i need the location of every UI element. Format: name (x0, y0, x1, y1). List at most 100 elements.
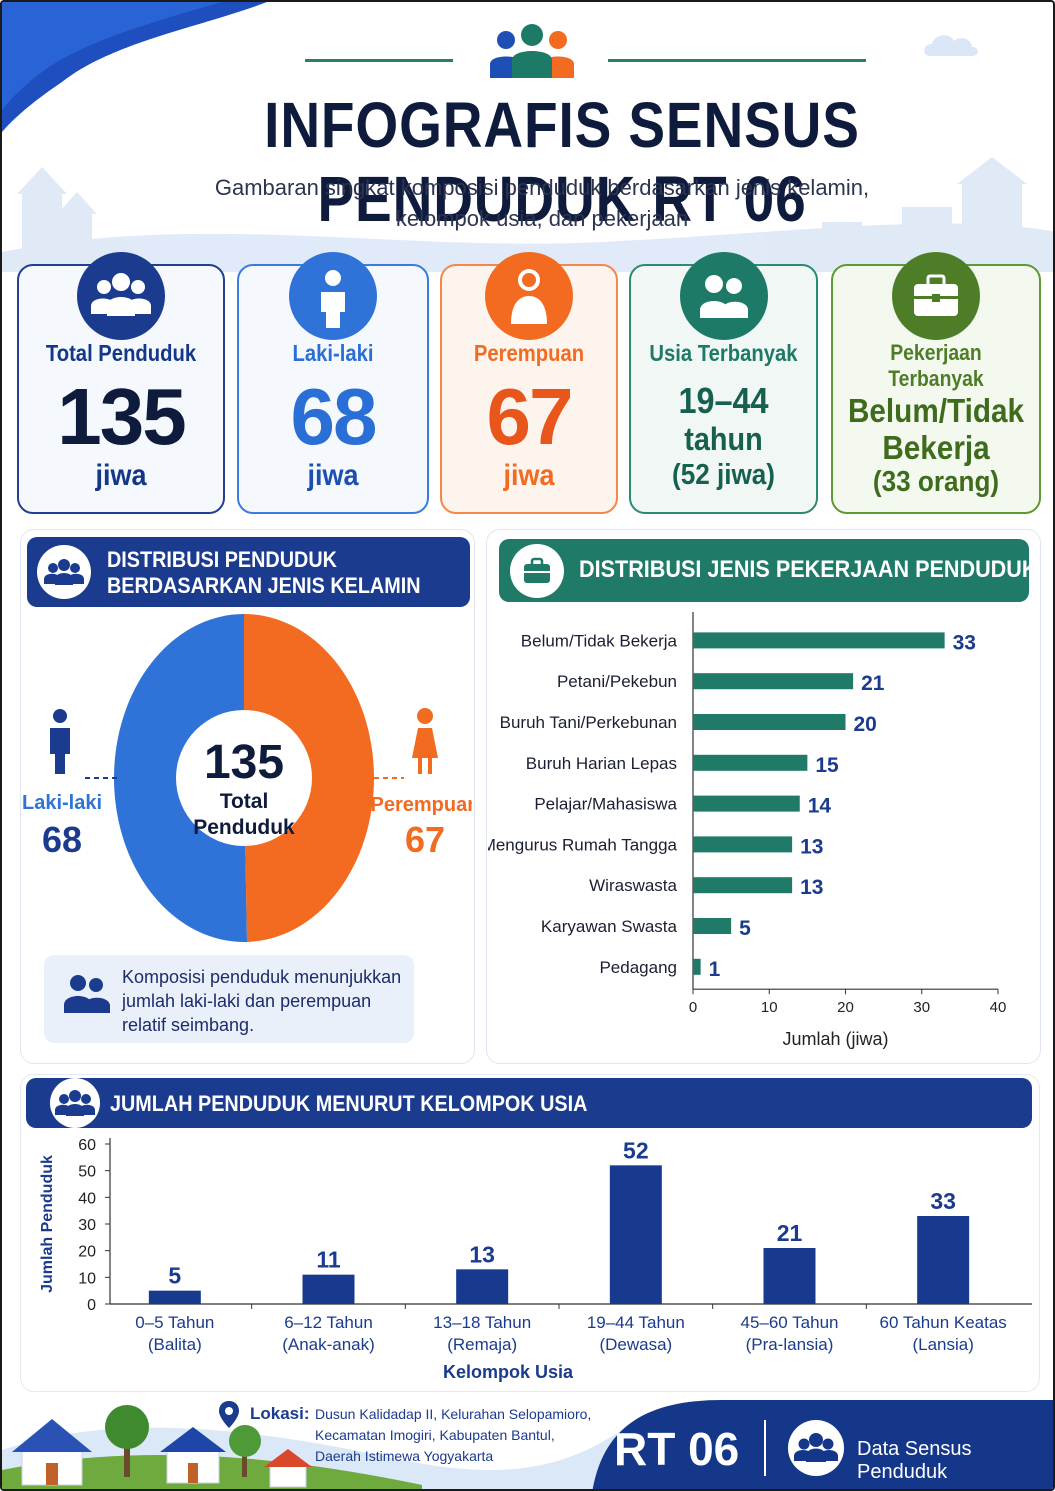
stat-label: Laki-laki (292, 340, 374, 366)
job-bar-value: 5 (739, 917, 751, 940)
job-bar (693, 795, 800, 812)
subtitle-line-1: Gambaran singkat komposisi penduduk berd… (214, 175, 870, 200)
job-bar-value: 14 (808, 795, 832, 818)
age-category-sublabel: (Lansia) (912, 1335, 973, 1354)
footer-source-label: Data Sensus Penduduk (857, 1438, 972, 1483)
footer-divider (764, 1420, 766, 1476)
cloud-icon (924, 35, 978, 56)
male-value: 68 (42, 819, 82, 860)
age-y-tick-label: 20 (78, 1244, 96, 1261)
man-icon (50, 709, 70, 774)
stat-age-unit: tahun (684, 421, 763, 457)
briefcase-icon (892, 252, 980, 340)
decorative-wave (2, 2, 267, 132)
job-category-label: Wiraswasta (589, 876, 677, 895)
job-category-label: Mengurus Rumah Tangga (488, 835, 678, 854)
stat-card-male: Laki-laki 68 jiwa (237, 252, 429, 514)
job-category-label: Belum/Tidak Bekerja (521, 631, 678, 650)
stat-unit: jiwa (95, 459, 147, 492)
age-bar-value: 13 (469, 1241, 495, 1267)
age-category-sublabel: (Remaja) (447, 1335, 517, 1354)
job-bar-value: 20 (854, 713, 877, 736)
two-people-icon (679, 252, 768, 340)
stat-job-line1: Belum/Tidak (847, 392, 1025, 429)
age-category-label: 19–44 Tahun (587, 1313, 685, 1332)
job-category-label: Buruh Harian Lepas (526, 754, 677, 773)
job-bar (693, 836, 793, 853)
job-bar (693, 754, 808, 771)
donut-center-value: 135 (204, 736, 284, 789)
location-label: Lokasi: (250, 1404, 310, 1423)
woman-icon (412, 708, 438, 774)
job-category-label: Pelajar/Mahasiswa (534, 795, 677, 814)
age-panel-title: JUMLAH PENDUDUK MENURUT KELOMPOK USIA (110, 1091, 588, 1116)
gender-panel-banner: DISTRIBUSI PENDUDUK BERDASARKAN JENIS KE… (27, 537, 470, 607)
job-category-label: Buruh Tani/Perkebunan (500, 713, 677, 732)
gender-panel-title-1: DISTRIBUSI PENDUDUK (107, 547, 337, 572)
job-bar-value: 13 (800, 876, 823, 899)
people-group-icon (50, 1078, 100, 1128)
house-icon (160, 1427, 226, 1484)
tree-icon (105, 1405, 149, 1477)
people-group-icon (788, 1420, 844, 1476)
job-x-tick-label: 30 (913, 999, 930, 1016)
job-panel-title: DISTRIBUSI JENIS PEKERJAAN PENDUDUK (579, 556, 1038, 583)
job-bar-value: 1 (709, 958, 721, 981)
stat-unit: jiwa (307, 459, 359, 492)
age-category-label: 6–12 Tahun (284, 1313, 373, 1332)
location-address: Dusun Kalidadap II, Kelurahan Selopamior… (315, 1404, 615, 1467)
donut-center-label-2: Penduduk (193, 816, 295, 839)
header-rule-right (608, 59, 866, 62)
job-bar (693, 714, 846, 730)
briefcase-icon (510, 544, 564, 598)
age-category-label: 45–60 Tahun (740, 1313, 838, 1332)
age-bar (456, 1269, 509, 1304)
page-subtitle: Gambaran singkat komposisi penduduk berd… (182, 172, 902, 234)
job-category-label: Petani/Pekebun (557, 672, 677, 691)
job-bar-value: 13 (800, 835, 823, 858)
people-group-icon (490, 24, 574, 78)
age-bar (763, 1248, 816, 1304)
age-bar-value: 33 (930, 1188, 956, 1214)
stat-unit: jiwa (503, 459, 555, 492)
age-bar (148, 1290, 201, 1304)
houses-illustration (12, 1405, 312, 1488)
age-y-tick-label: 50 (78, 1164, 96, 1181)
age-x-axis-label: Kelompok Usia (443, 1362, 574, 1382)
job-category-label: Pedagang (599, 958, 677, 977)
stat-card-female: Perempuan 67 jiwa (440, 252, 618, 514)
age-bar-chart: 0 10 20 30 40 50 60 Jumlah Penduduk 5 0–5 Tahun (B… (39, 1137, 1032, 1382)
stat-value: 68 (290, 372, 378, 461)
age-category-sublabel: (Pra-lansia) (746, 1335, 834, 1354)
stat-value: 135 (57, 372, 186, 461)
subtitle-line-2: kelompok usia, dan pekerjaan (395, 206, 689, 231)
header-rule-left (305, 59, 453, 62)
job-bar-value: 21 (861, 672, 885, 695)
age-y-tick-label: 60 (78, 1137, 96, 1154)
stat-age-count: (52 jiwa) (672, 459, 775, 491)
people-pair-icon (64, 975, 110, 1013)
house-icon (12, 1419, 92, 1486)
stat-card-job: Pekerjaan Terbanyak Belum/Tidak Bekerja … (831, 252, 1041, 514)
job-bar-value: 15 (815, 754, 839, 777)
age-y-tick-label: 30 (78, 1217, 96, 1234)
stat-label: Pekerjaan Terbanyak (888, 340, 984, 391)
age-category-label: 13–18 Tahun (433, 1313, 531, 1332)
people-group-icon (77, 252, 165, 340)
footer-rt-label: RT 06 (614, 1423, 740, 1475)
location-line-1: Dusun Kalidadap II, Kelurahan Selopamior… (315, 1406, 592, 1422)
job-panel-banner: DISTRIBUSI JENIS PEKERJAAN PENDUDUK (499, 539, 1037, 602)
job-x-tick-label: 20 (837, 999, 854, 1016)
location-pin-icon (219, 1401, 239, 1428)
job-bar (693, 877, 793, 894)
tree-icon (229, 1425, 261, 1477)
stat-age-range: 19–44 (678, 380, 769, 421)
job-category-label: Karyawan Swasta (541, 917, 678, 936)
age-y-tick-label: 10 (78, 1270, 96, 1287)
job-bar (693, 918, 732, 934)
age-y-axis-label: Jumlah Penduduk (39, 1155, 56, 1293)
job-x-tick-label: 40 (990, 999, 1007, 1016)
job-bar-value: 33 (953, 631, 976, 654)
male-label: Laki-laki (22, 792, 102, 814)
gender-panel-title-2: BERDASARKAN JENIS KELAMIN (107, 573, 421, 598)
